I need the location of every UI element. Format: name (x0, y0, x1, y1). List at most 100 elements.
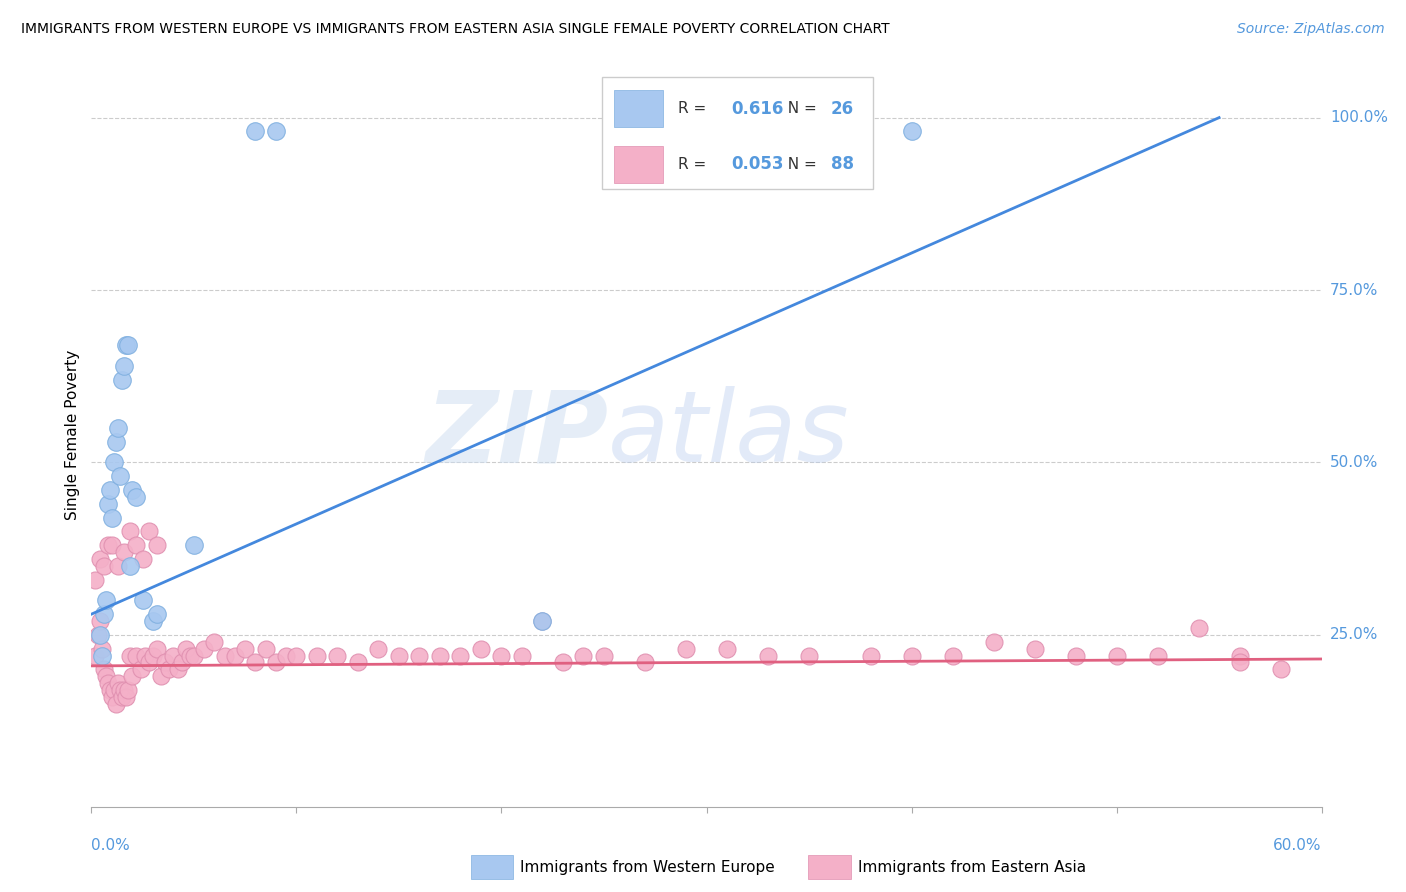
Point (94, 669, 117, 683)
Point (449, 648, 471, 663)
Text: atlas: atlas (607, 386, 849, 483)
Point (859, 648, 882, 663)
Y-axis label: Single Female Poverty: Single Female Poverty (65, 350, 80, 520)
Point (131, 593, 153, 607)
Point (162, 648, 184, 663)
Text: Immigrants from Eastern Asia: Immigrants from Eastern Asia (858, 860, 1085, 874)
Point (285, 648, 308, 663)
Point (121, 669, 143, 683)
Point (153, 656, 177, 670)
Point (408, 648, 430, 663)
Point (1024, 641, 1046, 656)
Bar (614, 146, 664, 183)
Point (93, 607, 115, 622)
Point (101, 510, 124, 524)
Point (89, 628, 111, 642)
Text: 60.0%: 60.0% (1274, 838, 1322, 853)
Point (305, 648, 328, 663)
Point (101, 690, 124, 704)
Point (1146, 648, 1168, 663)
Point (634, 656, 657, 670)
Point (166, 662, 188, 676)
Point (276, 648, 298, 663)
Text: 75.0%: 75.0% (1330, 283, 1378, 298)
Text: 0.616: 0.616 (731, 100, 783, 118)
Point (193, 641, 215, 656)
Point (134, 648, 156, 663)
Text: 26: 26 (831, 100, 853, 118)
Point (101, 538, 124, 552)
Point (593, 648, 616, 663)
Point (179, 648, 201, 663)
Point (138, 524, 160, 539)
Point (470, 641, 492, 656)
Text: IMMIGRANTS FROM WESTERN EUROPE VS IMMIGRANTS FROM EASTERN ASIA SINGLE FEMALE POV: IMMIGRANTS FROM WESTERN EUROPE VS IMMIGR… (21, 22, 890, 37)
Text: 88: 88 (831, 155, 853, 173)
Point (89, 614, 111, 628)
Point (983, 634, 1005, 648)
Point (93, 662, 115, 676)
Point (157, 662, 180, 676)
FancyBboxPatch shape (602, 78, 873, 189)
Point (797, 648, 820, 663)
Point (510, 648, 533, 663)
Point (103, 683, 125, 698)
Point (107, 558, 129, 573)
Point (138, 656, 160, 670)
Point (347, 656, 370, 670)
Point (146, 607, 169, 622)
Point (150, 669, 173, 683)
Point (146, 641, 169, 656)
Point (117, 338, 139, 352)
Point (388, 648, 411, 663)
Point (174, 641, 197, 656)
Point (111, 690, 134, 704)
Point (129, 662, 152, 676)
Point (115, 690, 138, 704)
Point (97, 676, 120, 690)
Point (142, 614, 165, 628)
Point (94, 593, 117, 607)
Point (97, 497, 120, 511)
Point (572, 648, 595, 663)
Point (105, 697, 127, 711)
Text: 100.0%: 100.0% (1330, 110, 1388, 125)
Point (89, 552, 111, 566)
Point (264, 656, 287, 670)
Point (90, 641, 112, 656)
Point (264, 124, 287, 138)
Point (551, 656, 574, 670)
Point (491, 648, 513, 663)
Text: ZIP: ZIP (425, 386, 607, 483)
Point (108, 683, 131, 698)
Point (105, 434, 127, 449)
Point (84, 648, 107, 663)
Text: 0.053: 0.053 (731, 155, 783, 173)
Point (170, 656, 193, 670)
Point (716, 641, 738, 656)
Text: N =: N = (778, 157, 821, 172)
Point (121, 483, 143, 497)
Point (233, 641, 256, 656)
Point (429, 648, 451, 663)
Point (756, 648, 779, 663)
Point (531, 614, 554, 628)
Point (107, 676, 129, 690)
Text: R =: R = (678, 101, 711, 116)
Point (254, 641, 277, 656)
Text: 0.0%: 0.0% (91, 838, 131, 853)
Point (1105, 648, 1128, 663)
Point (900, 648, 922, 663)
Point (142, 648, 165, 663)
Point (183, 538, 205, 552)
Point (245, 124, 267, 138)
Bar (614, 90, 664, 128)
Point (245, 656, 267, 670)
Text: 25.0%: 25.0% (1330, 627, 1378, 642)
Point (224, 648, 246, 663)
Point (120, 558, 142, 573)
Text: Source: ZipAtlas.com: Source: ZipAtlas.com (1237, 22, 1385, 37)
Point (202, 634, 225, 648)
Point (367, 641, 389, 656)
Point (214, 648, 236, 663)
